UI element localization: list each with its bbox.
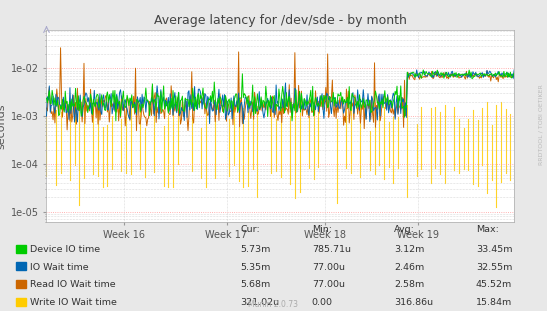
Text: 77.00u: 77.00u (312, 281, 345, 289)
Text: Cur:: Cur: (241, 225, 260, 234)
Text: 2.46m: 2.46m (394, 263, 424, 272)
Text: 5.68m: 5.68m (241, 281, 271, 289)
Text: 45.52m: 45.52m (476, 281, 512, 289)
Text: 3.12m: 3.12m (394, 245, 424, 254)
Text: 0.00: 0.00 (312, 298, 333, 307)
Text: Munin 2.0.73: Munin 2.0.73 (248, 300, 299, 309)
Text: 33.45m: 33.45m (476, 245, 513, 254)
Text: Min:: Min: (312, 225, 332, 234)
Text: RRDTOOL / TOBI OETIKER: RRDTOOL / TOBI OETIKER (538, 84, 543, 165)
Text: IO Wait time: IO Wait time (30, 263, 89, 272)
Text: Max:: Max: (476, 225, 499, 234)
Text: 316.86u: 316.86u (394, 298, 433, 307)
Text: Read IO Wait time: Read IO Wait time (30, 281, 116, 289)
Text: 785.71u: 785.71u (312, 245, 351, 254)
Text: 5.73m: 5.73m (241, 245, 271, 254)
Text: Device IO time: Device IO time (30, 245, 100, 254)
Text: Avg:: Avg: (394, 225, 415, 234)
Title: Average latency for /dev/sde - by month: Average latency for /dev/sde - by month (154, 14, 407, 27)
Text: 15.84m: 15.84m (476, 298, 512, 307)
Text: 321.02u: 321.02u (241, 298, 280, 307)
Y-axis label: seconds: seconds (0, 103, 7, 149)
Text: 32.55m: 32.55m (476, 263, 512, 272)
Text: 77.00u: 77.00u (312, 263, 345, 272)
Text: 2.58m: 2.58m (394, 281, 424, 289)
Text: 5.35m: 5.35m (241, 263, 271, 272)
Text: Write IO Wait time: Write IO Wait time (30, 298, 117, 307)
